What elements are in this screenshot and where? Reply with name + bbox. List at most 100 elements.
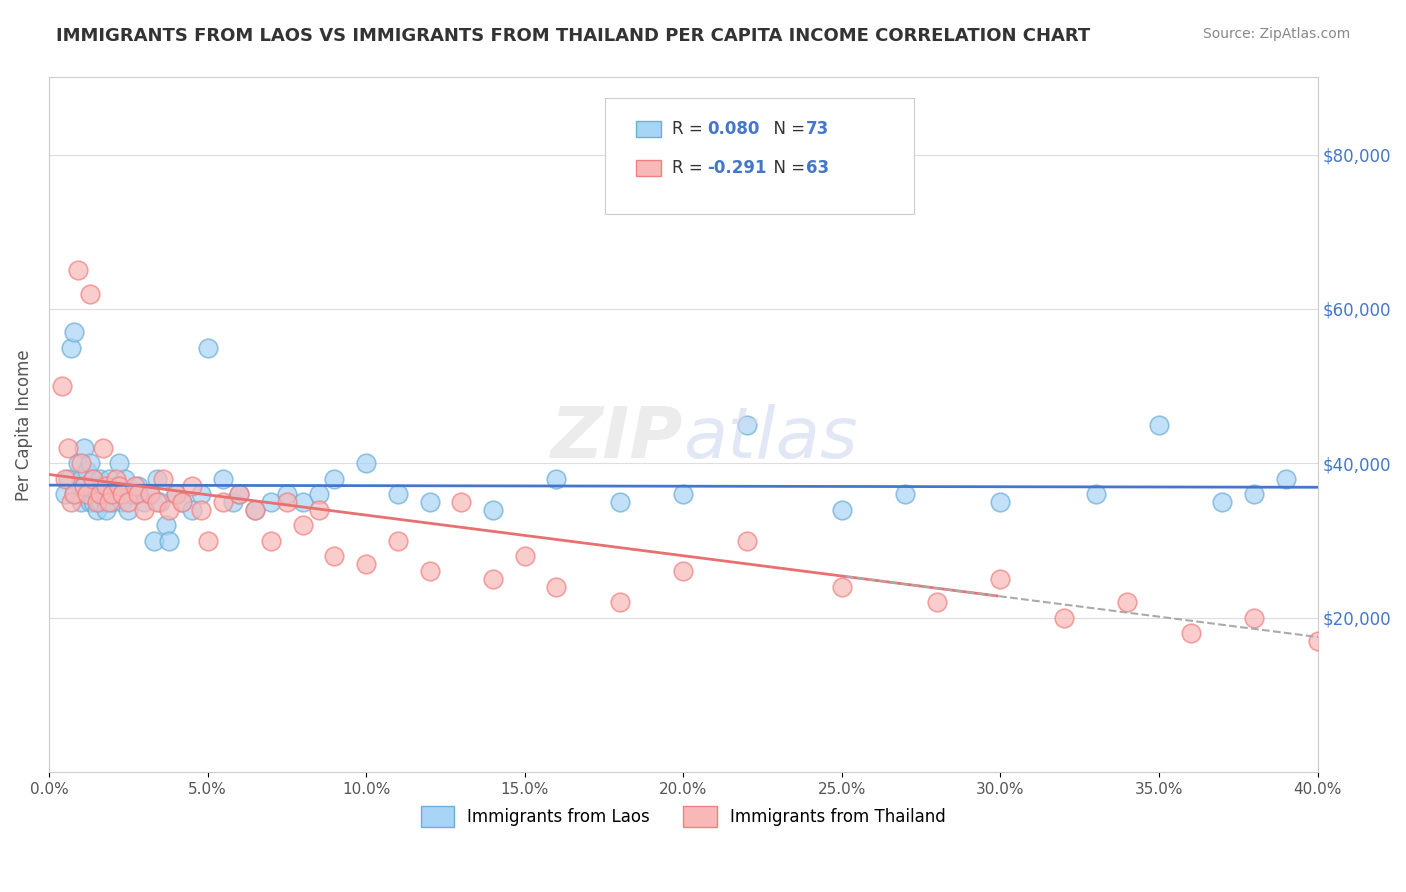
Point	[260, 533, 283, 548]
Point	[139, 487, 162, 501]
Point	[1243, 610, 1265, 624]
Point	[73, 479, 96, 493]
Point	[79, 456, 101, 470]
Point	[146, 495, 169, 509]
Point	[107, 456, 129, 470]
Point	[546, 580, 568, 594]
Point	[89, 495, 111, 509]
Point	[165, 487, 187, 501]
Text: N =: N =	[763, 120, 811, 138]
Point	[73, 479, 96, 493]
Point	[86, 479, 108, 493]
Point	[56, 472, 79, 486]
Point	[260, 495, 283, 509]
Point	[228, 487, 250, 501]
Point	[1369, 595, 1392, 609]
Point	[180, 479, 202, 493]
Point	[146, 472, 169, 486]
Point	[159, 533, 181, 548]
Point	[990, 495, 1012, 509]
Point	[1211, 495, 1233, 509]
Point	[69, 456, 91, 470]
Text: 0.080: 0.080	[707, 120, 759, 138]
Point	[107, 479, 129, 493]
Point	[190, 502, 212, 516]
Point	[155, 518, 177, 533]
Point	[66, 263, 89, 277]
Text: atlas: atlas	[683, 404, 858, 473]
Point	[450, 495, 472, 509]
Point	[104, 479, 127, 493]
Point	[120, 487, 142, 501]
Point	[672, 565, 695, 579]
Point	[69, 495, 91, 509]
Point	[82, 472, 104, 486]
Point	[76, 487, 98, 501]
Point	[197, 341, 219, 355]
Point	[419, 565, 441, 579]
Point	[73, 441, 96, 455]
Point	[79, 286, 101, 301]
Point	[69, 472, 91, 486]
Point	[222, 495, 245, 509]
Point	[76, 487, 98, 501]
Point	[98, 495, 121, 509]
Point	[990, 572, 1012, 586]
Point	[117, 495, 139, 509]
Point	[291, 518, 314, 533]
Point	[127, 479, 149, 493]
Point	[354, 456, 377, 470]
Point	[53, 487, 76, 501]
Point	[308, 487, 330, 501]
Point	[513, 549, 536, 563]
Point	[149, 495, 172, 509]
Point	[387, 487, 409, 501]
Point	[111, 495, 134, 509]
Text: 73: 73	[806, 120, 830, 138]
Point	[212, 495, 235, 509]
Text: R =: R =	[672, 159, 709, 177]
Point	[323, 472, 346, 486]
Point	[60, 341, 83, 355]
Point	[735, 417, 758, 432]
Point	[63, 325, 86, 339]
Point	[104, 472, 127, 486]
Legend: Immigrants from Laos, Immigrants from Thailand: Immigrants from Laos, Immigrants from Th…	[413, 799, 952, 833]
Point	[86, 502, 108, 516]
Point	[831, 502, 853, 516]
Point	[1306, 633, 1329, 648]
Point	[172, 495, 194, 509]
Point	[546, 472, 568, 486]
Point	[98, 472, 121, 486]
Point	[482, 572, 505, 586]
Point	[243, 502, 266, 516]
Point	[63, 487, 86, 501]
Point	[172, 495, 194, 509]
Point	[91, 487, 114, 501]
Point	[482, 502, 505, 516]
Point	[89, 472, 111, 486]
Point	[228, 487, 250, 501]
Point	[142, 533, 165, 548]
Point	[82, 495, 104, 509]
Text: 63: 63	[806, 159, 828, 177]
Point	[1116, 595, 1139, 609]
Point	[1275, 472, 1298, 486]
Point	[1053, 610, 1076, 624]
Point	[86, 495, 108, 509]
Point	[56, 441, 79, 455]
Point	[672, 487, 695, 501]
Point	[1243, 487, 1265, 501]
Point	[132, 502, 155, 516]
Text: IMMIGRANTS FROM LAOS VS IMMIGRANTS FROM THAILAND PER CAPITA INCOME CORRELATION C: IMMIGRANTS FROM LAOS VS IMMIGRANTS FROM …	[56, 27, 1091, 45]
Point	[51, 379, 73, 393]
Point	[101, 487, 124, 501]
Text: R =: R =	[672, 120, 709, 138]
Point	[152, 472, 174, 486]
Point	[91, 479, 114, 493]
Point	[419, 495, 441, 509]
Y-axis label: Per Capita Income: Per Capita Income	[15, 349, 32, 500]
Point	[165, 487, 187, 501]
Point	[190, 487, 212, 501]
Text: N =: N =	[763, 159, 811, 177]
